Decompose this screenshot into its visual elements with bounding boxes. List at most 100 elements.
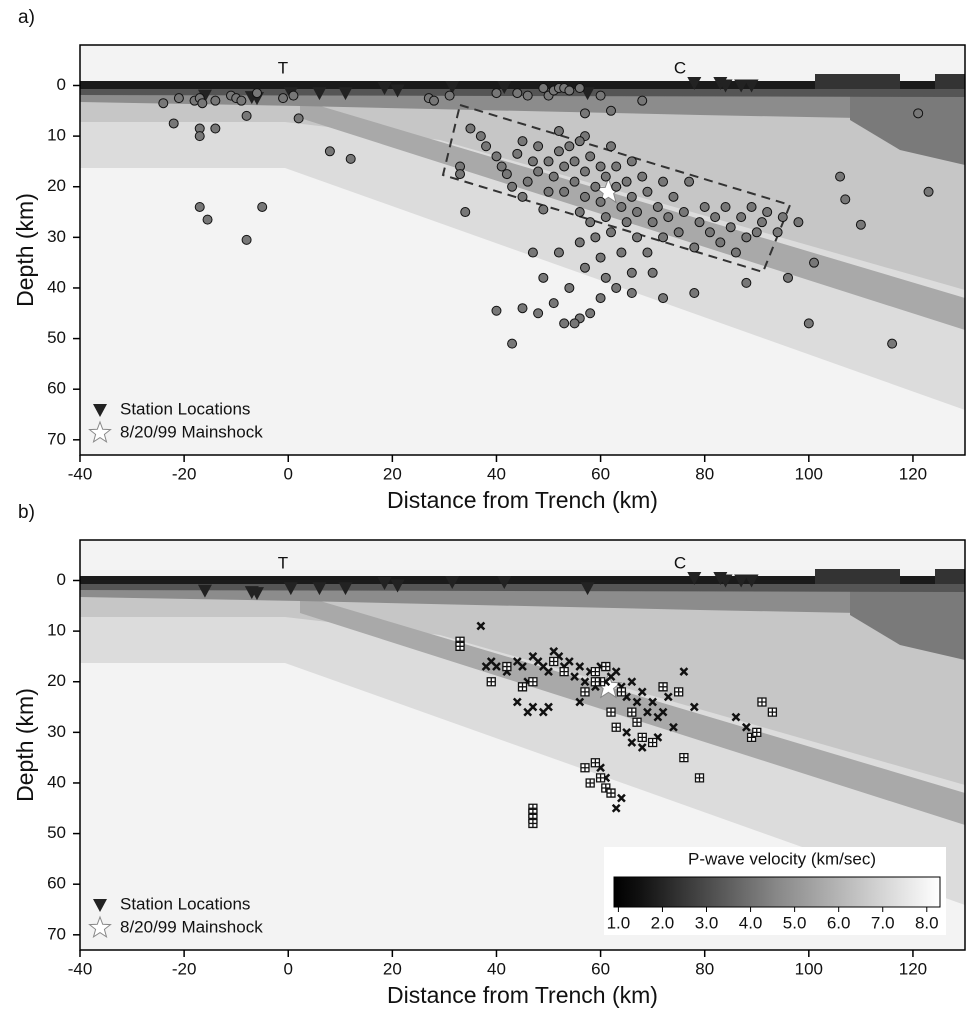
station <box>718 79 733 93</box>
event <box>512 88 523 99</box>
y-tick-label: 20 <box>47 176 66 195</box>
event <box>647 217 658 228</box>
station <box>445 81 460 95</box>
event <box>210 95 221 106</box>
event <box>777 212 788 223</box>
x-tick-label: 120 <box>899 959 927 978</box>
event <box>642 247 653 258</box>
event <box>293 113 304 124</box>
y-tick-label: 60 <box>47 874 66 893</box>
x-tick-label: -20 <box>172 959 197 978</box>
station <box>250 587 264 601</box>
event <box>606 788 616 798</box>
event <box>548 171 559 182</box>
colorbar-tick-label: 3.0 <box>695 913 719 932</box>
event <box>575 697 585 707</box>
event <box>704 227 715 238</box>
event <box>730 247 741 258</box>
event <box>595 773 606 783</box>
event <box>632 207 643 218</box>
y-tick-label: 70 <box>47 429 66 448</box>
event <box>278 93 289 104</box>
event <box>236 95 247 106</box>
event <box>210 123 221 134</box>
event <box>476 621 486 631</box>
event <box>590 232 601 243</box>
event <box>517 682 528 692</box>
event <box>575 662 585 671</box>
event <box>658 707 668 717</box>
event <box>627 738 637 747</box>
panel-label: b) <box>18 502 35 523</box>
event <box>710 212 721 223</box>
event <box>517 303 528 314</box>
event <box>574 136 585 147</box>
event <box>460 207 471 218</box>
event <box>569 156 580 167</box>
event <box>579 262 590 273</box>
event <box>553 146 564 157</box>
event <box>746 201 757 212</box>
event <box>517 191 528 202</box>
station <box>377 82 392 96</box>
event <box>548 298 559 309</box>
event <box>658 293 669 304</box>
event <box>241 110 252 121</box>
legend-label: 8/20/99 Mainshock <box>120 917 263 936</box>
panel-label: a) <box>18 7 35 28</box>
x-tick-label: -20 <box>172 464 197 483</box>
event <box>793 217 804 228</box>
station <box>497 81 512 95</box>
event <box>621 217 632 228</box>
event <box>887 338 898 349</box>
event <box>465 123 476 134</box>
event <box>595 252 606 263</box>
event <box>595 196 606 207</box>
x-tick-label: 120 <box>899 464 927 483</box>
event <box>751 227 762 238</box>
event <box>669 722 678 732</box>
event <box>590 181 601 192</box>
event <box>518 662 527 671</box>
x-axis-label: Distance from Trench (km) <box>387 487 658 513</box>
event <box>632 717 642 727</box>
legend-label: Station Locations <box>120 399 250 418</box>
station <box>734 79 749 93</box>
event <box>772 227 783 238</box>
legend-label: 8/20/99 Mainshock <box>120 422 263 441</box>
y-tick-label: 0 <box>57 75 66 94</box>
event <box>455 641 465 651</box>
event <box>611 803 621 813</box>
event <box>637 687 647 697</box>
x-tick-label: -40 <box>68 959 93 978</box>
colorbar-tick-label: 1.0 <box>607 913 631 932</box>
x-tick-label: 100 <box>795 464 823 483</box>
event <box>658 682 668 692</box>
event <box>611 722 621 732</box>
annotation: T <box>278 58 288 77</box>
x-tick-label: -40 <box>68 464 93 483</box>
event <box>616 687 627 697</box>
station <box>390 579 405 593</box>
event <box>913 108 924 119</box>
y-tick-label: 10 <box>47 126 66 145</box>
x-tick-label: 80 <box>695 464 714 483</box>
colorbar-title: P-wave velocity (km/sec) <box>688 849 876 868</box>
legend-marker <box>93 899 107 912</box>
event <box>637 171 648 182</box>
y-tick-label: 30 <box>47 227 66 246</box>
event <box>574 207 585 218</box>
event <box>564 141 575 152</box>
event <box>533 166 544 177</box>
x-tick-label: 40 <box>487 959 506 978</box>
station <box>744 79 759 93</box>
annotation: C <box>674 553 686 572</box>
event <box>736 212 747 223</box>
event <box>324 146 335 157</box>
station <box>283 582 298 596</box>
event <box>600 212 611 223</box>
event <box>585 308 596 319</box>
station <box>744 574 759 588</box>
y-tick-label: 10 <box>47 621 66 640</box>
